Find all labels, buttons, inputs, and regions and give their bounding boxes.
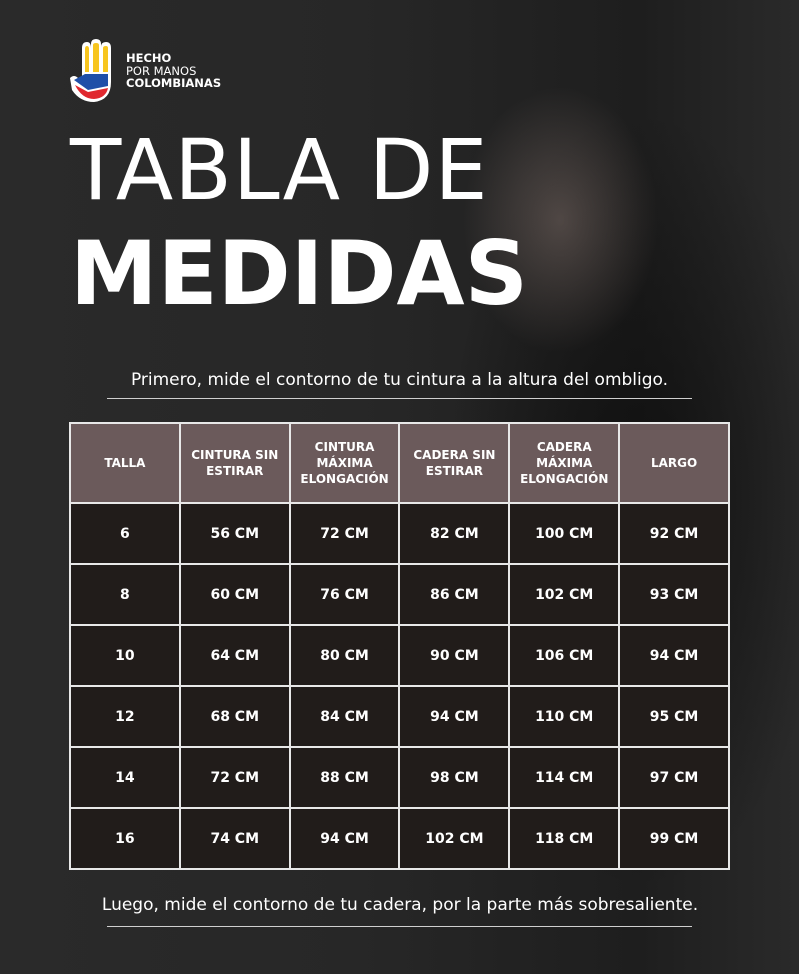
table-cell: 106 CM [508, 624, 621, 687]
table-cell: 118 CM [508, 807, 621, 870]
table-cell: 14 [69, 746, 181, 809]
table-row: 6 56 CM 72 CM 82 CM 100 CM 92 CM [69, 502, 730, 565]
table-cell: 64 CM [178, 624, 291, 687]
table-cell: 16 [69, 807, 181, 870]
table-cell: 80 CM [288, 624, 401, 687]
table-cell: 72 CM [288, 502, 401, 565]
table-header-row: TALLA CINTURA SIN ESTIRAR CINTURA MÁXIMA E… [69, 422, 730, 504]
table-cell: 90 CM [398, 624, 511, 687]
table-cell: 88 CM [288, 746, 401, 809]
table-cell: 95 CM [618, 685, 730, 748]
column-header: CADERA MÁXIMA ELONGACIÓN [508, 422, 621, 504]
table-row: 10 64 CM 80 CM 90 CM 106 CM 94 CM [69, 624, 730, 687]
table-cell: 6 [69, 502, 181, 565]
table-row: 8 60 CM 76 CM 86 CM 102 CM 93 CM [69, 563, 730, 626]
colombian-flag-hand-icon [70, 39, 111, 102]
table-cell: 92 CM [618, 502, 730, 565]
column-header: TALLA [69, 422, 181, 504]
instruction-bottom: Luego, mide el contorno de tu cadera, po… [101, 895, 699, 915]
table-cell: 114 CM [508, 746, 621, 809]
table-cell: 12 [69, 685, 181, 748]
table-cell: 102 CM [398, 807, 511, 870]
table-cell: 82 CM [398, 502, 511, 565]
table-cell: 98 CM [398, 746, 511, 809]
table-row: 14 72 CM 88 CM 98 CM 114 CM 97 CM [69, 746, 730, 809]
table-cell: 94 CM [618, 624, 730, 687]
table-row: 16 74 CM 94 CM 102 CM 118 CM 99 CM [69, 807, 730, 870]
logo: HECHO POR MANOS COLOMBIANAS [68, 38, 221, 104]
table-cell: 60 CM [178, 563, 291, 626]
table-cell: 97 CM [618, 746, 730, 809]
logo-line-1: HECHO [126, 51, 172, 66]
column-header: LARGO [618, 422, 730, 504]
table-cell: 100 CM [508, 502, 621, 565]
table-row: 12 68 CM 84 CM 94 CM 110 CM 95 CM [69, 685, 730, 748]
table-cell: 110 CM [508, 685, 621, 748]
divider [107, 926, 692, 927]
table-cell: 99 CM [618, 807, 730, 870]
instruction-top: Primero, mide el contorno de tu cintura … [107, 370, 692, 399]
page-title-line-1: TABLA DE [70, 121, 489, 219]
column-header: CINTURA SIN ESTIRAR [178, 422, 291, 504]
table-cell: 10 [69, 624, 181, 687]
table-cell: 84 CM [288, 685, 401, 748]
table-cell: 74 CM [178, 807, 291, 870]
size-chart-table: TALLA CINTURA SIN ESTIRAR CINTURA MÁXIMA E… [69, 422, 730, 870]
table-cell: 94 CM [398, 685, 511, 748]
logo-line-3: COLOMBIANAS [126, 76, 222, 91]
page-title-line-2: MEDIDAS [70, 222, 529, 325]
table-cell: 68 CM [178, 685, 291, 748]
table-cell: 94 CM [288, 807, 401, 870]
table-cell: 8 [69, 563, 181, 626]
table-cell: 102 CM [508, 563, 621, 626]
table-cell: 93 CM [618, 563, 730, 626]
table-cell: 72 CM [178, 746, 291, 809]
column-header: CADERA SIN ESTIRAR [398, 422, 511, 504]
table-cell: 86 CM [398, 563, 511, 626]
table-cell: 76 CM [288, 563, 401, 626]
table-cell: 56 CM [178, 502, 291, 565]
column-header: CINTURA MÁXIMA ELONGACIÓN [288, 422, 401, 504]
logo-line-2: POR MANOS [126, 63, 197, 78]
